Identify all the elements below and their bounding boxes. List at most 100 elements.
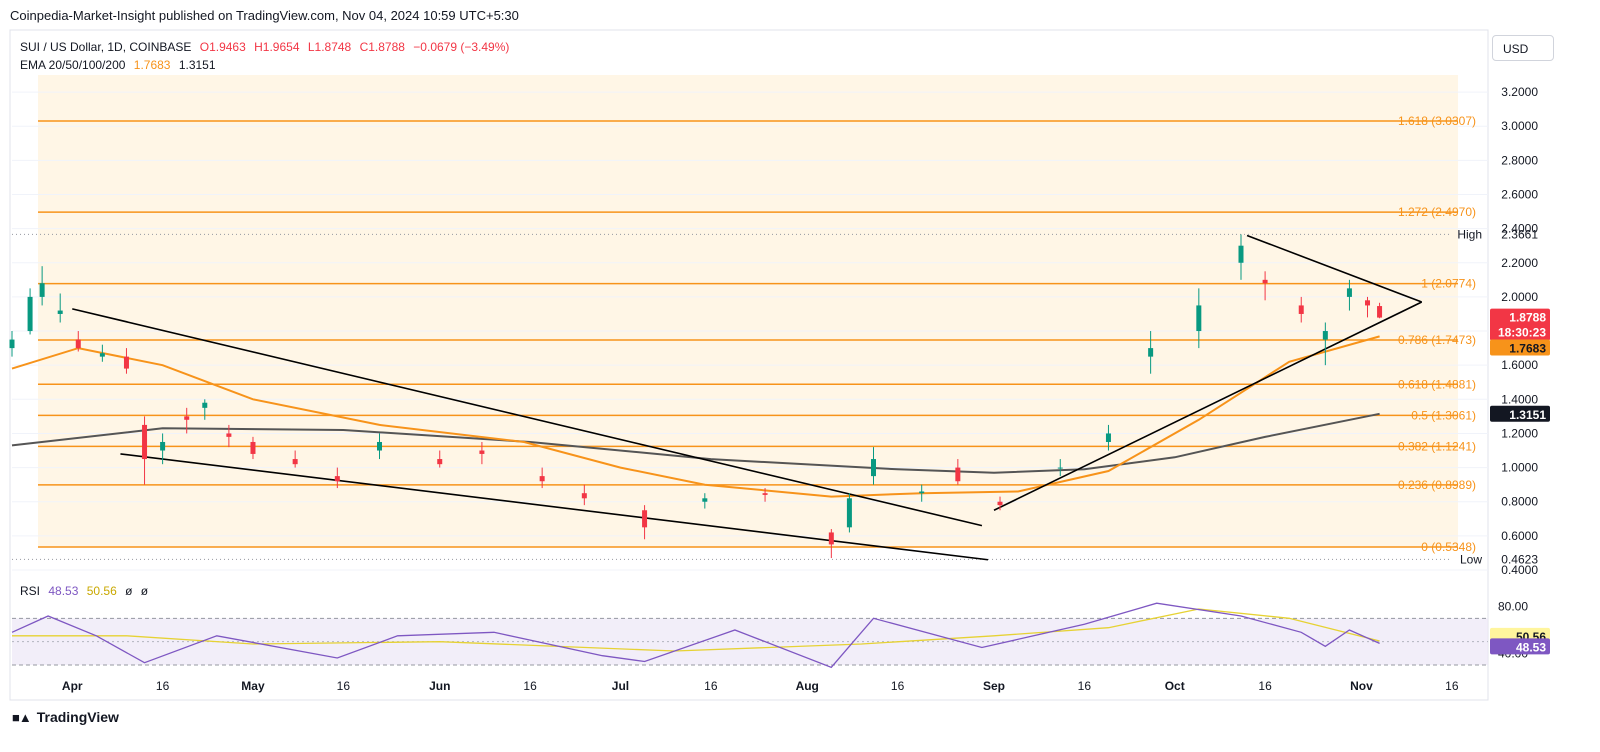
candle-body — [250, 441, 256, 454]
symbol-legend[interactable]: SUI / US Dollar, 1D, COINBASE O1.9463 H1… — [20, 40, 514, 54]
rsi-label: RSI — [20, 584, 41, 598]
candle-body — [955, 467, 961, 482]
rsi-panel — [11, 602, 1488, 669]
trendline — [120, 453, 989, 561]
candle-body — [334, 476, 340, 482]
candle-body — [57, 310, 63, 314]
rsi-badge-text: 48.53 — [1516, 640, 1546, 654]
price-tick-label: 2.6000 — [1501, 187, 1538, 201]
tradingview-brand[interactable]: ■▲ TradingView — [12, 709, 119, 725]
candle-body — [642, 510, 648, 528]
ohlc-high: H1.9654 — [254, 40, 300, 54]
candle-body — [160, 441, 166, 451]
candle-body — [376, 441, 382, 451]
fib-zone-fill — [38, 75, 1458, 547]
ema-200-line — [11, 412, 1380, 474]
price-tick-label: 2.0000 — [1501, 290, 1538, 304]
fib-level-label: 1.618 (3.0307) — [1398, 114, 1476, 128]
extreme-label: Low — [1460, 552, 1482, 566]
candle-body — [1196, 305, 1202, 332]
candle-body — [919, 491, 925, 494]
candle-body — [1346, 288, 1352, 297]
price-tick-label: 1.2000 — [1501, 426, 1538, 440]
price-tick-label: 1.4000 — [1501, 392, 1538, 406]
rsi-tick-label: 80.00 — [1498, 600, 1528, 614]
fib-levels: 1.618 (3.0307) 1.272 (2.4970) 1 (2.0774) 0.… — [38, 114, 1476, 554]
candle-body — [581, 493, 587, 499]
price-tick-label: 0.6000 — [1501, 529, 1538, 543]
ema50-badge-text: 1.7683 — [1509, 341, 1546, 355]
time-tick-label: Apr — [62, 679, 83, 693]
candle-body — [123, 356, 129, 369]
price-tick-label: 2.4000 — [1501, 222, 1538, 236]
candle-body — [1238, 245, 1244, 263]
candle-body — [142, 424, 148, 460]
candle-body — [202, 402, 208, 408]
price-tick-label: 2.8000 — [1501, 153, 1538, 167]
candle-body — [539, 476, 545, 482]
fib-level-label: 1.272 (2.4970) — [1398, 205, 1476, 219]
ema-legend[interactable]: EMA 20/50/100/200 1.7683 1.3151 — [20, 58, 221, 72]
candle-body — [997, 501, 1003, 506]
fib-level-label: 0.236 (0.8989) — [1398, 478, 1476, 492]
price-tick-label: 1.6000 — [1501, 358, 1538, 372]
ema-value-50: 1.7683 — [133, 58, 171, 72]
candle-body — [1148, 348, 1154, 357]
time-tick-label: 16 — [1078, 679, 1092, 693]
current-price-badge-text: 18:30:23 — [1498, 326, 1546, 340]
time-tick-label: 16 — [1258, 679, 1272, 693]
extreme-value: 2.3661 — [1501, 227, 1538, 241]
ema-label: EMA 20/50/100/200 — [20, 58, 126, 72]
rsi-legend[interactable]: RSI 48.53 50.56 ø ø — [20, 584, 153, 598]
ema-value-200: 1.3151 — [178, 58, 216, 72]
time-tick-label: 16 — [891, 679, 905, 693]
candle-body — [9, 339, 15, 349]
candle-body — [1322, 331, 1328, 340]
rsi-badge-bg — [1490, 638, 1550, 655]
candles — [9, 234, 1383, 559]
candle-body — [828, 532, 834, 545]
ema-50-line — [11, 335, 1380, 498]
candle-body — [27, 296, 33, 332]
candle-body — [292, 459, 298, 465]
trendline — [1246, 234, 1423, 303]
candle-body — [75, 339, 81, 349]
time-tick-label: May — [241, 679, 265, 693]
fib-shaded-zone — [38, 75, 1458, 547]
time-tick-label: 16 — [156, 679, 170, 693]
time-tick-label: 16 — [337, 679, 351, 693]
candle-body — [702, 498, 708, 502]
brand-name: TradingView — [36, 709, 119, 725]
fib-level-label: 0.382 (1.1241) — [1398, 439, 1476, 453]
ohlc-close: C1.8788 — [359, 40, 405, 54]
trendline — [993, 301, 1423, 511]
candle-body — [871, 459, 877, 477]
price-tick-label: 0.4000 — [1501, 563, 1538, 577]
currency-selector[interactable]: USD — [1492, 35, 1554, 61]
rsi-ma-line — [12, 608, 1380, 652]
candle-body — [437, 459, 443, 465]
time-tick-label: Nov — [1350, 679, 1373, 693]
time-tick-label: Aug — [796, 679, 819, 693]
ohlc-low: L1.8748 — [307, 40, 352, 54]
candle-body — [184, 416, 190, 420]
time-tick-label: Oct — [1165, 679, 1185, 693]
candle-body — [479, 450, 485, 454]
tradingview-logo-icon: ■▲ — [12, 709, 32, 725]
price-change: −0.0679 (−3.49%) — [413, 40, 510, 54]
publish-header: Coinpedia-Market-Insight published on Tr… — [10, 8, 519, 23]
candle-body — [846, 498, 852, 528]
current-price-badge-text: 1.8788 — [1509, 311, 1546, 325]
rsi-na-1: ø — [125, 584, 133, 598]
candle-body — [1262, 279, 1268, 284]
price-tick-label: 3.2000 — [1501, 85, 1538, 99]
extreme-value: 0.4623 — [1501, 552, 1538, 566]
candle-body — [1377, 306, 1383, 318]
candle-body — [226, 433, 232, 437]
rsi-ma-value: 50.56 — [86, 584, 117, 598]
time-tick-label: 16 — [704, 679, 718, 693]
time-tick-label: Jul — [612, 679, 629, 693]
grid-lines — [12, 91, 1488, 571]
